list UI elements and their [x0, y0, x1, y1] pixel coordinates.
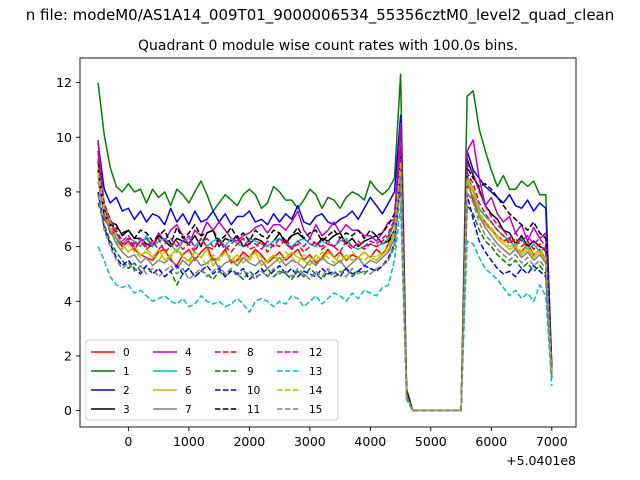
legend-entry-5: 5	[153, 366, 192, 378]
legend-label-5: 5	[185, 366, 192, 378]
legend-label-4: 4	[185, 347, 192, 359]
legend-entry-2: 2	[91, 385, 130, 397]
legend-entry-6: 6	[153, 385, 192, 397]
series-line-8	[97, 155, 553, 412]
legend-label-15: 15	[309, 404, 322, 416]
legend-label-1: 1	[123, 366, 130, 378]
x-tick-label: 4000	[354, 434, 386, 449]
legend-entry-1: 1	[91, 366, 130, 378]
series-line-11	[97, 152, 553, 412]
legend-entry-7: 7	[153, 404, 192, 416]
legend-label-3: 3	[123, 404, 130, 416]
series-line-12	[97, 144, 553, 412]
x-tick-label: 5000	[415, 434, 447, 449]
series-line-9	[97, 182, 553, 412]
series-layer	[97, 73, 553, 412]
legend-label-12: 12	[309, 347, 322, 359]
legend-entry-11: 11	[215, 404, 260, 416]
legend-entry-4: 4	[153, 347, 192, 359]
x-tick-label: 2000	[233, 434, 265, 449]
legend-entry-10: 10	[215, 385, 260, 397]
series-line-7	[97, 169, 553, 412]
axes-title: Quadrant 0 module wise count rates with …	[138, 38, 518, 54]
y-tick-label: 10	[56, 130, 72, 145]
series-line-13	[97, 204, 553, 412]
x-axis-offset-text: +5.0401e8	[506, 453, 576, 468]
series-line-4	[97, 122, 553, 412]
x-axis: 0 1000 2000 3000 4000 5000 6000 7000	[124, 427, 568, 449]
series-line-5	[97, 166, 553, 412]
axes-frame	[79, 57, 577, 428]
legend-entry-15: 15	[277, 404, 322, 416]
legend-label-11: 11	[247, 404, 260, 416]
y-tick-label: 8	[64, 184, 72, 199]
y-tick-label: 6	[64, 239, 72, 254]
x-tick-label: 3000	[294, 434, 326, 449]
plot-area	[79, 57, 577, 428]
x-tick-label: 0	[124, 434, 132, 449]
legend-entry-13: 13	[277, 366, 322, 378]
legend-entry-12: 12	[277, 347, 322, 359]
legend-entry-8: 8	[215, 347, 254, 359]
legend-label-8: 8	[247, 347, 254, 359]
legend-entry-14: 14	[277, 385, 323, 397]
series-line-2	[97, 114, 553, 412]
legend-entry-0: 0	[91, 347, 130, 359]
legend-box	[85, 339, 339, 421]
legend-label-6: 6	[185, 385, 192, 397]
y-tick-label: 0	[64, 403, 72, 418]
x-tick-label: 7000	[536, 434, 568, 449]
x-tick-label: 6000	[475, 434, 507, 449]
legend-label-14: 14	[309, 385, 323, 397]
legend-entry-3: 3	[91, 404, 130, 416]
legend-label-7: 7	[185, 404, 192, 416]
legend-label-9: 9	[247, 366, 254, 378]
legend-entry-9: 9	[215, 366, 254, 378]
y-tick-label: 4	[64, 294, 72, 309]
legend-label-2: 2	[123, 385, 130, 397]
series-line-10	[97, 177, 553, 412]
y-axis: 0 2 4 6 8 10 12	[56, 75, 80, 418]
series-line-15	[97, 174, 553, 412]
series-line-1	[97, 73, 553, 412]
legend-label-0: 0	[123, 347, 130, 359]
x-tick-label: 1000	[173, 434, 205, 449]
y-tick-label: 12	[56, 75, 72, 90]
y-tick-label: 2	[64, 348, 72, 363]
figure-suptitle: n file: modeM0/AS1A14_009T01_9000006534_…	[26, 6, 615, 25]
legend-label-10: 10	[247, 385, 260, 397]
legend-label-13: 13	[309, 366, 322, 378]
